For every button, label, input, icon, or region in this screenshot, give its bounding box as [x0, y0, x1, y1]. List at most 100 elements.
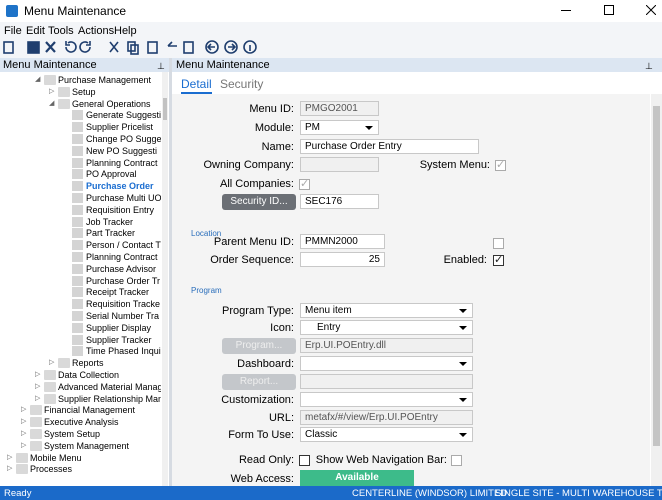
field-label: Dashboard: [237, 358, 294, 370]
checkbox[interactable] [299, 455, 310, 466]
expand-arrow[interactable]: ▷ [21, 441, 27, 449]
folder-icon [16, 464, 28, 475]
dropdown[interactable]: Menu item [300, 303, 473, 318]
tree-item[interactable]: Setup [72, 86, 96, 97]
tree-item[interactable]: General Operations [72, 98, 151, 109]
tree-item[interactable]: Executive Analysis [44, 417, 119, 428]
item-icon [72, 181, 83, 192]
expand-arrow[interactable]: ▷ [35, 394, 41, 402]
checkbox[interactable] [495, 158, 506, 171]
text-input[interactable]: PMMN2000 [300, 234, 385, 249]
folder-icon [30, 440, 42, 451]
tree-item[interactable]: Planning Contract [86, 157, 158, 168]
button[interactable]: Report... [222, 374, 296, 390]
number-input[interactable]: 25 [300, 252, 385, 267]
expand-arrow[interactable]: ▷ [49, 359, 55, 367]
button[interactable]: Security ID... [222, 194, 296, 210]
menu-item[interactable]: Help [114, 25, 137, 37]
toolbar [3, 40, 257, 55]
tree-item[interactable]: PO Approval [86, 169, 137, 180]
dropdown[interactable]: Classic [300, 427, 473, 442]
tree-item[interactable]: New PO Suggesti [86, 145, 158, 156]
tree-item[interactable]: Reports [72, 358, 104, 369]
tree-item[interactable]: Supplier Tracker [86, 334, 152, 345]
tree-item[interactable]: Requisition Tracke [86, 299, 161, 310]
status-text: Ready [4, 488, 32, 499]
dropdown[interactable] [300, 356, 473, 371]
dropdown[interactable]: PM [300, 120, 379, 135]
tree-item[interactable]: Data Collection [58, 370, 120, 380]
tab[interactable]: Detail [181, 78, 212, 94]
pin-icon[interactable]: ⊥ [157, 61, 165, 71]
tree-item[interactable]: Requisition Entry [86, 204, 155, 215]
expand-arrow[interactable]: ▷ [7, 453, 13, 461]
expand-arrow[interactable]: ◢ [49, 99, 55, 107]
expand-arrow[interactable]: ▷ [49, 87, 55, 95]
tree-item[interactable]: Supplier Relationship Man [58, 393, 161, 404]
status-button[interactable]: Available [300, 470, 414, 486]
checkbox[interactable] [493, 253, 504, 266]
close-button[interactable] [646, 5, 656, 15]
tree-item[interactable]: Purchase Advisor [86, 263, 157, 274]
maximize-button[interactable] [604, 5, 614, 15]
tree-item[interactable]: Purchase Order [86, 181, 154, 192]
expand-arrow[interactable]: ▷ [21, 418, 27, 426]
item-icon [72, 240, 83, 251]
dropdown[interactable] [300, 392, 473, 407]
checkbox[interactable] [299, 177, 310, 190]
tree-item[interactable]: Planning Contract [86, 252, 158, 262]
item-icon [72, 263, 83, 274]
menu-item[interactable]: Tools [48, 25, 74, 37]
tree-item[interactable]: Purchase Management [58, 75, 152, 85]
tree-item[interactable]: System Management [44, 440, 130, 451]
expand-arrow[interactable]: ▷ [35, 382, 41, 390]
menu-item[interactable]: File [4, 25, 22, 37]
tree-item[interactable]: Purchase Order Tr [86, 275, 161, 286]
tree-item[interactable]: Part Tracker [86, 228, 136, 239]
tree-item[interactable]: Time Phased Inqui [86, 346, 161, 357]
expand-arrow[interactable]: ▷ [21, 430, 27, 437]
menu-item[interactable]: Edit [26, 25, 45, 37]
text-input[interactable]: SEC176 [300, 194, 379, 209]
checkbox[interactable] [493, 238, 504, 249]
section-title: Program [191, 286, 222, 295]
tree-item[interactable]: Job Tracker [86, 216, 134, 227]
form-scroll-thumb[interactable] [653, 106, 660, 446]
tab-strip [172, 72, 662, 94]
tree-item[interactable]: Supplier Display [86, 322, 152, 333]
minimize-button[interactable] [561, 10, 571, 11]
button[interactable]: Program... [222, 338, 296, 354]
field-label: Program Type: [222, 305, 294, 317]
expand-arrow[interactable]: ▷ [7, 465, 13, 473]
tree-item[interactable]: Purchase Multi UO [86, 193, 161, 203]
tree-item[interactable]: Supplier Pricelist [86, 122, 154, 133]
text-input[interactable] [300, 374, 473, 389]
pin-icon[interactable]: ⊥ [645, 61, 653, 71]
text-input[interactable]: metafx/#/view/Erp.UI.POEntry [300, 410, 473, 425]
text-input[interactable]: PMGO2001 [300, 101, 379, 116]
tree-item[interactable]: Serial Number Tra [86, 311, 160, 321]
menu-item[interactable]: Actions [78, 25, 115, 37]
tree-item[interactable]: Processes [30, 464, 73, 475]
expand-arrow[interactable]: ▷ [21, 406, 27, 414]
checkbox[interactable] [451, 455, 462, 466]
tree-item[interactable]: Change PO Sugge [86, 134, 161, 144]
expand-arrow[interactable]: ▷ [35, 371, 41, 378]
tree-item[interactable]: Financial Management [44, 405, 136, 416]
tree-item[interactable]: Generate Suggesti [86, 110, 161, 121]
dropdown[interactable]: Entry [300, 320, 473, 335]
tree-scrollbar[interactable] [162, 72, 168, 486]
tree-scroll-thumb[interactable] [163, 98, 167, 120]
tree-item[interactable]: Receipt Tracker [86, 287, 150, 298]
tree-item[interactable]: Advanced Material Manag [58, 381, 161, 392]
item-icon [72, 134, 83, 144]
expand-arrow[interactable]: ◢ [35, 76, 41, 83]
text-input[interactable] [300, 157, 379, 172]
text-input[interactable]: Erp.UI.POEntry.dll [300, 338, 473, 353]
tree-item[interactable]: Person / Contact T [86, 240, 161, 251]
item-icon [72, 157, 83, 168]
tree-item[interactable]: Mobile Menu [30, 452, 82, 463]
text-input[interactable]: Purchase Order Entry [300, 139, 479, 154]
tab[interactable]: Security [220, 77, 264, 91]
tree-item[interactable]: System Setup [44, 429, 101, 439]
